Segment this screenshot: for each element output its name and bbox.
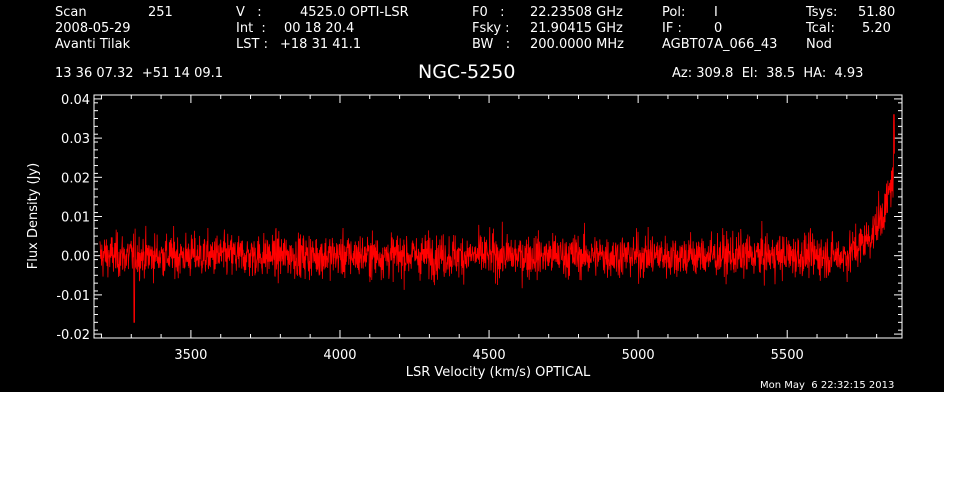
velocity-value: 4525.0 OPTI-LSR: [300, 5, 409, 20]
x-tick-label: 5000: [622, 348, 655, 363]
spectrum-line: [99, 114, 895, 323]
fsky-label: Fsky :: [472, 21, 510, 36]
date-text: 2008-05-29: [55, 21, 131, 36]
plot-frame: [93, 94, 903, 339]
chart-title: NGC-5250: [418, 61, 516, 83]
mode-text: Nod: [806, 37, 832, 52]
lst-value: +18 31 41.1: [280, 37, 362, 52]
if-label: IF :: [662, 21, 682, 36]
y-tick-label: 0.00: [61, 250, 90, 265]
scan-value: 251: [148, 5, 173, 20]
x-tick-label: 4500: [473, 348, 506, 363]
if-value: 0: [714, 21, 723, 36]
velocity-label: V :: [236, 5, 262, 20]
y-tick-label: -0.02: [56, 328, 90, 343]
y-tick-label: 0.04: [61, 93, 90, 108]
y-tick-label: -0.01: [56, 289, 90, 304]
x-axis-label: LSR Velocity (km/s) OPTICAL: [406, 365, 591, 380]
pointing-text: Az: 309.8 El: 38.5 HA: 4.93: [672, 66, 864, 81]
coords-text: 13 36 07.32 +51 14 09.1: [55, 66, 224, 81]
lst-label: LST :: [236, 37, 268, 52]
tcal-label: Tcal:: [806, 21, 835, 36]
spectrum-chart: -0.02 -0.01 0.00 0.01 0.02 0.03 0.04 3500 4000 4…: [26, 93, 903, 380]
project-text: AGBT07A_066_43: [662, 37, 778, 52]
f0-label: F0 :: [472, 5, 505, 20]
tcal-value: 5.20: [862, 21, 891, 36]
tsys-value: 51.80: [858, 5, 896, 20]
x-tick-label: 4000: [323, 348, 356, 363]
y-axis-label: Flux Density (Jy): [26, 163, 41, 269]
f0-value: 22.23508 GHz: [530, 5, 623, 20]
x-tick-label: 3500: [174, 348, 207, 363]
y-tick-label: 0.02: [61, 171, 90, 186]
bw-value: 200.0000 MHz: [530, 37, 624, 52]
x-tick-label: 5500: [771, 348, 804, 363]
y-tick-label: 0.01: [61, 211, 90, 226]
scan-label: Scan: [55, 5, 87, 20]
y-axis-ticks: -0.02 -0.01 0.00 0.01 0.02 0.03 0.04: [56, 93, 902, 343]
fsky-value: 21.90415 GHz: [530, 21, 623, 36]
int-value: 00 18 20.4: [284, 21, 355, 36]
timestamp: Mon May 6 22:32:15 2013: [760, 380, 895, 391]
bw-label: BW :: [472, 37, 511, 52]
observer-text: Avanti Tilak: [55, 37, 131, 52]
plot-panel: Scan 251 2008-05-29 Avanti Tilak 13 36 0…: [0, 0, 944, 392]
y-tick-label: 0.03: [61, 132, 90, 147]
x-axis-ticks: 3500 4000 4500 5000 5500: [100, 95, 878, 363]
pol-label: Pol:: [662, 5, 686, 20]
tsys-label: Tsys:: [806, 5, 838, 20]
int-label: Int :: [236, 21, 266, 36]
pol-value: I: [714, 5, 718, 20]
